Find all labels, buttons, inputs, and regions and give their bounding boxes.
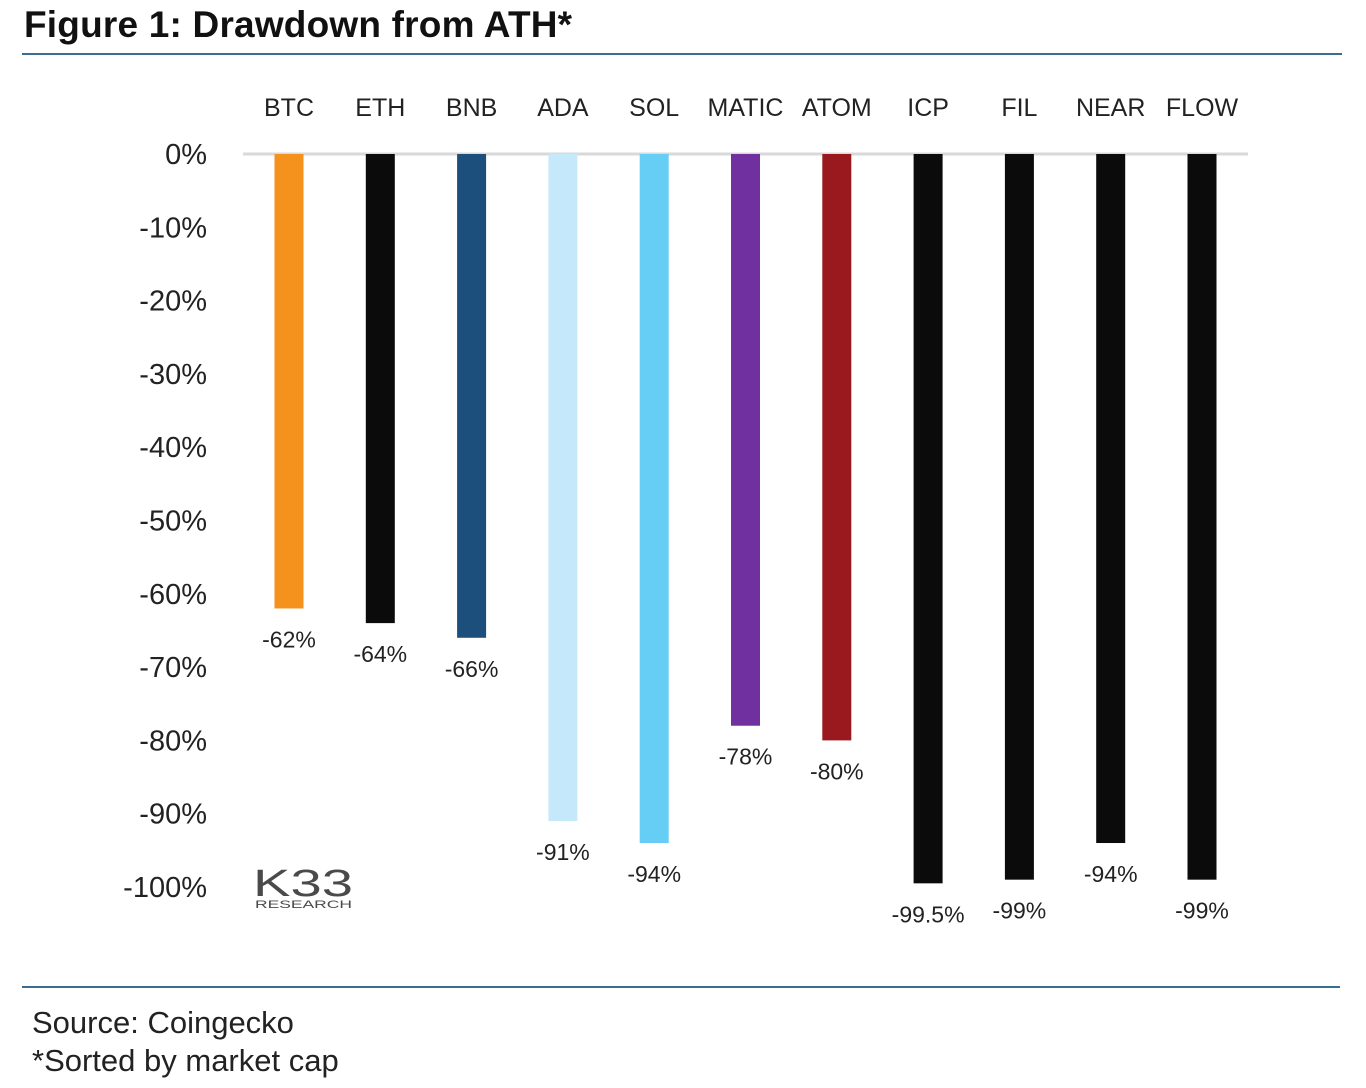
footer-rule bbox=[22, 986, 1340, 988]
sort-note: *Sorted by market cap bbox=[32, 1043, 339, 1078]
category-label-flow: FLOW bbox=[1166, 94, 1239, 122]
bar-flow bbox=[1187, 154, 1217, 880]
bar-atom bbox=[822, 154, 852, 741]
bar-btc bbox=[274, 154, 304, 609]
category-label-atom: ATOM bbox=[802, 94, 872, 122]
category-label-sol: SOL bbox=[629, 94, 679, 122]
bar-near bbox=[1096, 154, 1126, 844]
logo-main: K33 bbox=[253, 863, 353, 905]
bar-eth bbox=[365, 154, 395, 624]
category-label-icp: ICP bbox=[907, 94, 949, 122]
data-label-bnb: -66% bbox=[445, 656, 499, 682]
bar-ada bbox=[548, 154, 578, 822]
category-labels: BTC ETH BNB ADA SOL MATIC ATOM ICP FIL NEAR FLOW bbox=[264, 94, 1239, 122]
data-label-sol: -94% bbox=[627, 861, 681, 887]
y-tick-label: -60% bbox=[139, 579, 207, 611]
category-label-bnb: BNB bbox=[446, 94, 497, 122]
y-tick-label: 0% bbox=[165, 139, 207, 171]
category-label-ada: ADA bbox=[537, 94, 589, 122]
y-tick-label: -70% bbox=[139, 652, 207, 684]
y-tick-label: -80% bbox=[139, 725, 207, 757]
y-axis-ticks: 0% -10% -20% -30% -40% -50% -60% -70% -80% -90% -1… bbox=[123, 139, 207, 904]
data-label-fil: -99% bbox=[993, 898, 1047, 924]
y-tick-label: -90% bbox=[139, 799, 207, 831]
bars bbox=[274, 154, 1217, 884]
category-label-eth: ETH bbox=[355, 94, 405, 122]
y-tick-label: -20% bbox=[139, 286, 207, 318]
logo-sub: RESEARCH bbox=[255, 899, 352, 911]
y-tick-label: -30% bbox=[139, 359, 207, 391]
data-label-icp: -99.5% bbox=[892, 901, 965, 927]
k33-logo: K33 RESEARCH bbox=[253, 863, 353, 911]
bar-sol bbox=[639, 154, 669, 844]
y-tick-label: -50% bbox=[139, 506, 207, 538]
bar-matic bbox=[731, 154, 760, 726]
data-label-atom: -80% bbox=[810, 758, 864, 784]
bar-fil bbox=[1004, 154, 1034, 880]
category-label-fil: FIL bbox=[1001, 94, 1037, 122]
data-label-ada: -91% bbox=[536, 839, 590, 865]
category-label-near: NEAR bbox=[1076, 94, 1145, 122]
y-tick-label: -100% bbox=[123, 872, 207, 904]
data-label-btc: -62% bbox=[262, 626, 316, 652]
data-label-eth: -64% bbox=[353, 641, 407, 667]
data-label-flow: -99% bbox=[1175, 898, 1229, 924]
source-note: Source: Coingecko bbox=[32, 1005, 294, 1040]
category-label-matic: MATIC bbox=[708, 94, 784, 122]
figure-title: Figure 1: Drawdown from ATH* bbox=[24, 4, 573, 45]
y-tick-label: -40% bbox=[139, 432, 207, 464]
data-label-matic: -78% bbox=[719, 744, 773, 770]
data-label-near: -94% bbox=[1084, 861, 1138, 887]
title-rule bbox=[22, 53, 1342, 55]
drawdown-chart: 0% -10% -20% -30% -40% -50% -60% -70% -80% -90% -1… bbox=[123, 94, 1248, 927]
bar-bnb bbox=[457, 154, 487, 638]
y-tick-label: -10% bbox=[139, 212, 207, 244]
bar-icp bbox=[913, 154, 943, 884]
data-labels: -62% -64% -66% -91% -94% -78% -80% -99.5% -99% -9… bbox=[262, 626, 1229, 927]
category-label-btc: BTC bbox=[264, 94, 314, 122]
